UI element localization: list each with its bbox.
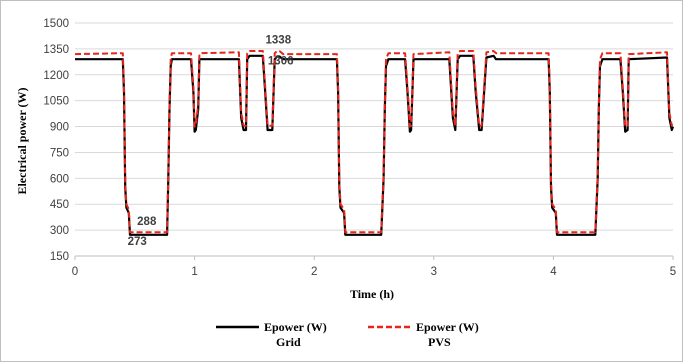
legend-label-grid-2: Grid [276,335,301,349]
annotation-label: 288 [137,216,157,228]
y-tick-label: 1500 [43,18,69,30]
y-tick-label: 300 [50,225,69,237]
series-line-pvs [74,50,674,234]
y-tick-label: 750 [50,147,69,159]
x-tick-label: 2 [311,266,317,278]
legend-label-pvs-2: PVS [428,335,451,349]
y-axis: 150 300 450 600 750 900 1050 1200 1350 1500 [43,18,69,263]
legend: Epower (W) Grid Epower (W) PVS [216,320,479,349]
y-tick-label: 900 [50,122,69,134]
x-tick-label: 0 [72,266,78,278]
gridlines [75,22,673,231]
y-tick-label: 1200 [43,70,69,82]
y-tick-label: 150 [50,251,69,263]
series-line-grid [75,54,675,236]
annotations: 288 273 1338 1306 [128,35,294,248]
y-tick-label: 1350 [43,44,69,56]
series-lines [74,50,675,236]
annotation-label: 273 [128,236,147,248]
x-axis-title: Time (h) [350,287,394,301]
x-axis: 0 1 2 3 4 5 [72,255,676,278]
y-tick-label: 450 [50,199,69,211]
y-tick-label: 600 [50,173,69,185]
x-tick-label: 5 [670,266,676,278]
annotation-label: 1338 [266,35,292,47]
annotation-label: 1306 [268,55,294,67]
x-tick-label: 4 [550,266,557,278]
legend-label-pvs-1: Epower (W) [416,320,479,334]
legend-label-grid-1: Epower (W) [264,320,327,334]
x-tick-label: 1 [191,266,197,278]
y-axis-title: Electrical power (W) [15,87,29,194]
x-tick-label: 3 [431,266,437,278]
y-tick-label: 1050 [43,96,69,108]
